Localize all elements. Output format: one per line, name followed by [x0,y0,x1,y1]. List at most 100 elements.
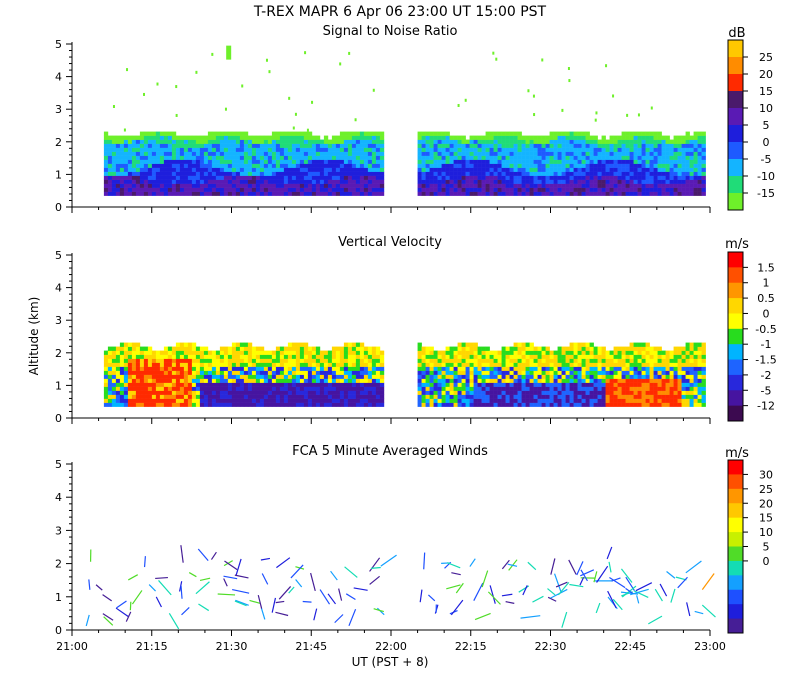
heatmap-cell [235,358,241,363]
heatmap-cell [685,394,690,399]
heatmap-cell [441,135,446,140]
wind-barb [181,607,190,616]
heatmap-cell [453,390,458,395]
heatmap-cell [657,402,662,407]
heatmap-cell [375,374,381,379]
heatmap-cell [605,171,610,176]
heatmap-cell [453,183,458,188]
heatmap-cell [111,179,117,184]
heatmap-cell [485,358,490,363]
heatmap-cell [549,159,554,164]
heatmap-cell [673,402,678,407]
heatmap-cell [307,402,313,407]
heatmap-cell [155,390,161,395]
heatmap-cell [231,187,237,192]
heatmap-cell [279,163,285,168]
heatmap-cell [355,390,361,395]
heatmap-cell [243,163,249,168]
heatmap-cell [327,167,333,172]
heatmap-cell [497,135,502,140]
heatmap-cell [231,354,237,359]
heatmap-cell [493,147,498,152]
heatmap-cell [477,163,482,168]
heatmap-cell [497,167,502,172]
heatmap-cell [163,374,169,379]
heatmap-cell [485,191,490,196]
heatmap-cell [445,131,450,136]
heatmap-cell [207,143,213,148]
heatmap-cell [697,398,702,403]
heatmap-cell [203,191,209,196]
heatmap-cell [275,131,281,136]
heatmap-cell [187,147,193,152]
heatmap-cell [421,366,426,371]
heatmap-cell [287,131,293,136]
heatmap-cell [123,143,129,148]
wind-barb [580,569,588,582]
heatmap-cell [425,350,430,355]
wind-barb [370,566,381,569]
heatmap-cell [299,183,305,188]
heatmap-cell [565,187,570,192]
heatmap-cell [433,167,438,172]
heatmap-cell [437,139,442,144]
heatmap-cell [311,135,317,140]
heatmap-cell [235,139,241,144]
heatmap-cell [311,362,317,367]
heatmap-cell [139,151,145,156]
heatmap-cell [315,394,321,399]
heatmap-cell [661,358,666,363]
heatmap-cell [517,131,522,136]
heatmap-cell [107,135,113,140]
heatmap-cell [279,139,285,144]
heatmap-cell [291,171,297,176]
heatmap-cell [283,362,289,367]
heatmap-cell [533,354,538,359]
heatmap-cell [195,370,201,375]
heatmap-cell [159,374,165,379]
heatmap-cell [267,155,273,160]
heatmap-cell [437,398,442,403]
heatmap-cell [565,175,570,180]
heatmap-cell [441,374,446,379]
heatmap-cell [215,366,221,371]
heatmap-cell [685,362,690,367]
heatmap-cell [637,362,642,367]
heatmap-cell [493,366,498,371]
heatmap-cell [147,366,153,371]
heatmap-cell [267,350,273,355]
heatmap-cell [529,191,534,196]
heatmap-cell [481,147,486,152]
heatmap-cell [235,370,241,375]
heatmap-cell [645,402,650,407]
heatmap-cell [513,163,518,168]
heatmap-cell [577,390,582,395]
heatmap-cell [549,143,554,148]
wind-barb [446,562,461,569]
heatmap-cell [335,346,341,351]
heatmap-cell [191,143,197,148]
heatmap-cell [107,187,113,192]
heatmap-cell [557,370,562,375]
heatmap-cell [421,183,426,188]
heatmap-cell [641,354,646,359]
heatmap-cell [621,390,626,395]
heatmap-cell [231,159,237,164]
heatmap-cell [159,394,165,399]
heatmap-cell [501,394,506,399]
heatmap-cell [291,378,297,383]
heatmap-cell [453,191,458,196]
heatmap-cell [509,171,514,176]
heatmap-cell [151,151,157,156]
heatmap-cell [617,402,622,407]
heatmap-cell [565,135,570,140]
heatmap-cell [501,147,506,152]
heatmap-cell [131,378,137,383]
heatmap-cell [367,382,373,387]
heatmap-cell [307,179,313,184]
heatmap-cell [219,167,225,172]
heatmap-cell [159,378,165,383]
heatmap-cell [347,394,353,399]
heatmap-cell [295,135,301,140]
heatmap-cell [581,171,586,176]
